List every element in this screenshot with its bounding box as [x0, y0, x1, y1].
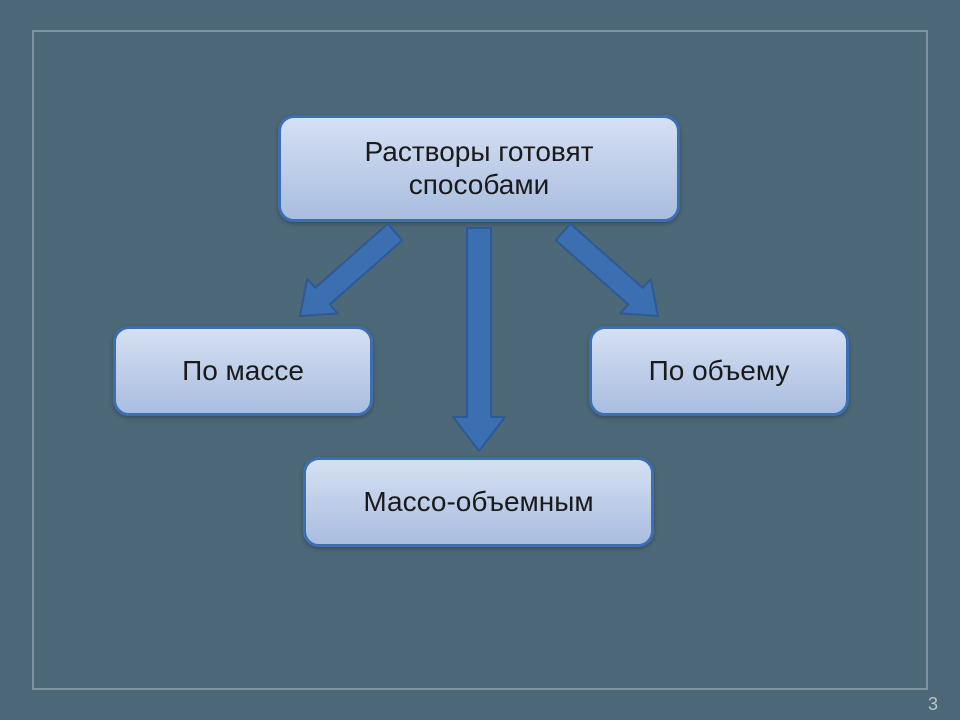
node-volume: По объему — [589, 326, 849, 416]
node-volume-label: По объему — [649, 355, 790, 387]
node-mass-label: По массе — [182, 355, 304, 387]
node-massvol: Массо-объемным — [303, 457, 654, 547]
page-number: 3 — [928, 694, 938, 715]
node-root: Растворы готовят способами — [278, 115, 680, 222]
node-massvol-label: Массо-объемным — [363, 486, 593, 518]
page-number-text: 3 — [928, 694, 938, 714]
node-mass: По массе — [113, 326, 373, 416]
arrow-center-icon — [451, 228, 507, 453]
node-root-label: Растворы готовят способами — [365, 136, 594, 200]
slide: Растворы готовят способами По массе По о… — [0, 0, 960, 720]
